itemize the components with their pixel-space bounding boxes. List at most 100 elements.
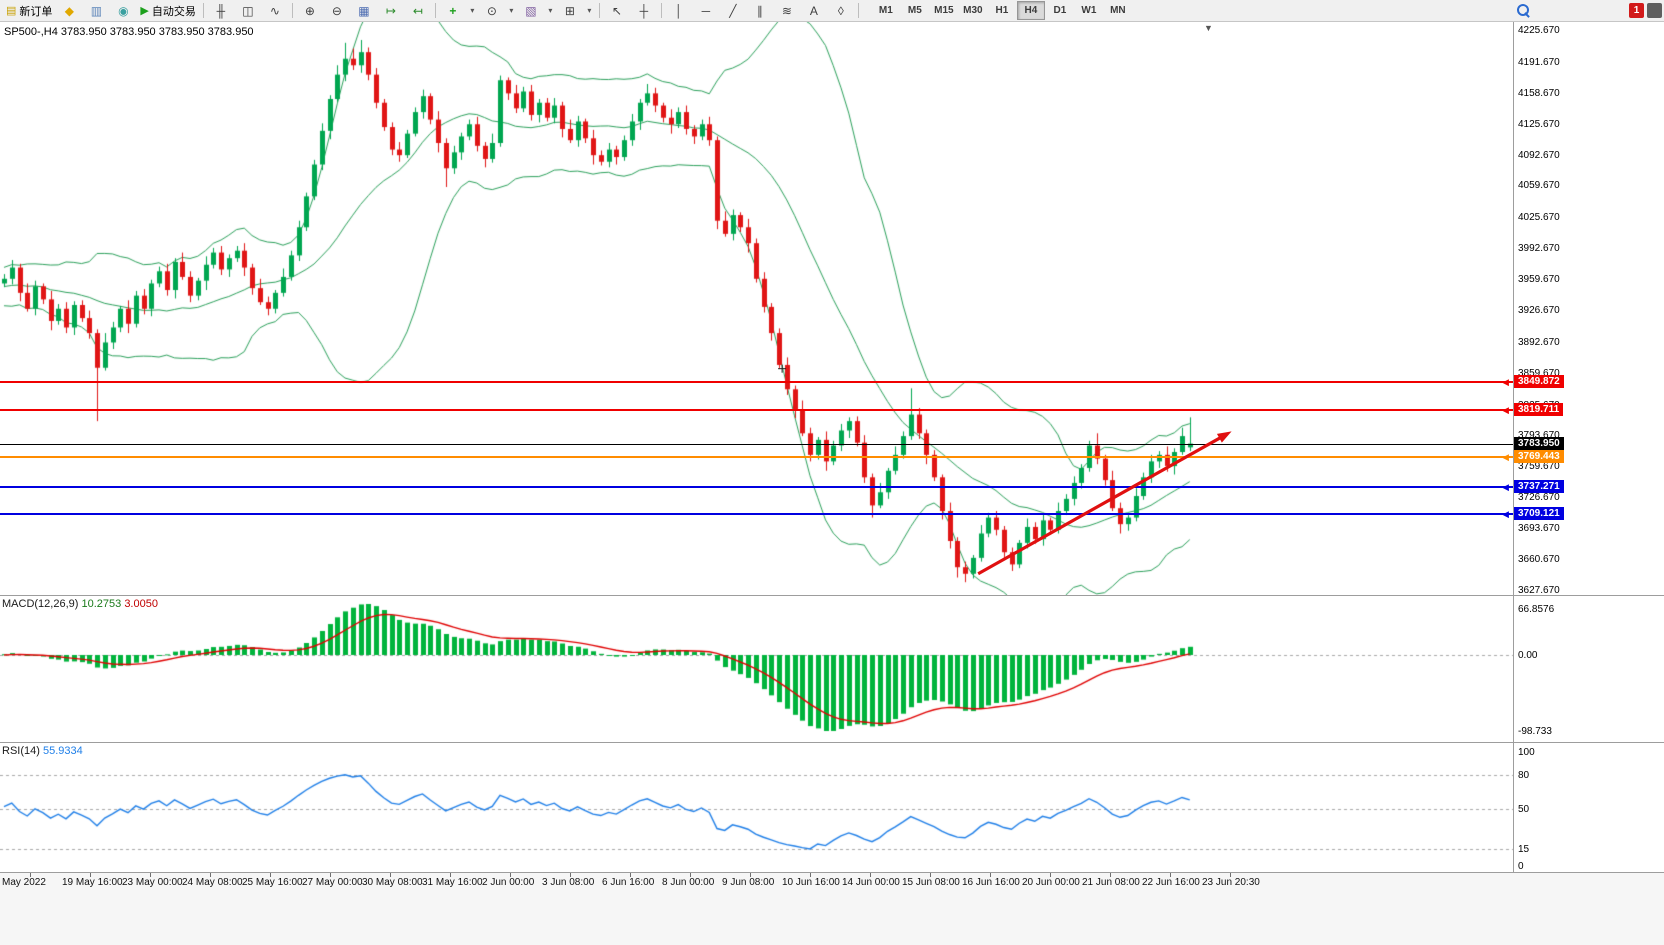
notification-badge[interactable]: 1 xyxy=(1629,3,1644,18)
pane-separator[interactable] xyxy=(0,595,1664,596)
time-axis-label: 31 May 16:00 xyxy=(422,877,483,888)
price-axis-label: 3726.670 xyxy=(1518,492,1560,504)
time-axis-label: 24 May 08:00 xyxy=(182,877,243,888)
timeframe-button-m5[interactable]: M5 xyxy=(907,5,922,16)
auto-scroll-button[interactable]: ↦ xyxy=(378,1,404,21)
level-line-3737.271[interactable] xyxy=(0,486,1513,489)
price-axis-label: 3693.670 xyxy=(1518,523,1560,535)
zoom-out-button[interactable]: ⊖ xyxy=(324,1,350,21)
time-axis[interactable]: May 2022 19 May 16:00 23 May 00:00 24 May 0… xyxy=(0,873,1664,945)
text-button-glyph: A xyxy=(809,3,818,18)
time-axis-tick xyxy=(450,873,451,877)
search-handle xyxy=(1524,12,1530,18)
macd-value: 10.2753 xyxy=(81,598,122,610)
timeframe-button-m1[interactable]: M1 xyxy=(878,5,893,16)
time-axis-tick xyxy=(330,873,331,877)
trendline-button[interactable]: ╱ xyxy=(720,1,746,21)
time-axis-label: 15 Jun 08:00 xyxy=(902,877,960,888)
price-axis-label: 3660.670 xyxy=(1518,554,1560,566)
metaeditor-icon-button[interactable]: ◆ xyxy=(56,1,82,21)
market-watch-icon-button[interactable]: ▥ xyxy=(83,1,109,21)
level-arrow-3769.443: ◀ xyxy=(1502,452,1509,463)
chart-shift-button-glyph: ↤ xyxy=(412,3,423,18)
timeframe-button-w1[interactable]: W1 xyxy=(1081,5,1097,16)
zoom-in-button[interactable]: ⊕ xyxy=(297,1,323,21)
app-corner-icon[interactable] xyxy=(1647,3,1662,18)
new-order-button[interactable]: ▤ 新订单 xyxy=(3,1,55,21)
time-axis-tick xyxy=(150,873,151,877)
channel-button[interactable]: ∥ xyxy=(747,1,773,21)
crosshair-button-glyph: ┼ xyxy=(639,3,649,18)
trend-arrow[interactable] xyxy=(977,431,1232,576)
label-button[interactable]: ◊ xyxy=(828,1,854,21)
market-watch-icon-button-glyph: ▥ xyxy=(90,3,103,18)
time-axis-tick xyxy=(1110,873,1111,877)
channel-button-glyph: ∥ xyxy=(756,3,763,18)
templates-button[interactable]: ▧ xyxy=(518,1,544,21)
text-button[interactable]: A xyxy=(801,1,827,21)
candlestick-chart-button[interactable]: ◫ xyxy=(235,1,261,21)
plus-marker[interactable] xyxy=(778,364,787,373)
tile-windows-button[interactable]: ▦ xyxy=(351,1,377,21)
templates-dropdown[interactable]: ▾ xyxy=(545,1,556,21)
horizontal-line-button[interactable]: ─ xyxy=(693,1,719,21)
time-axis-tick xyxy=(570,873,571,877)
rsi-label: RSI(14) 55.9334 xyxy=(2,745,83,757)
timeframe-button-d1[interactable]: D1 xyxy=(1053,5,1067,16)
level-arrow-3709.121: ◀ xyxy=(1502,508,1509,519)
mql5-community-icon-button[interactable]: ◉ xyxy=(110,1,136,21)
rsi-pane-canvas[interactable] xyxy=(0,743,1513,872)
pane-separator[interactable] xyxy=(0,742,1664,743)
time-axis-label: 22 Jun 16:00 xyxy=(1142,877,1200,888)
price-axis-separator xyxy=(1513,22,1514,873)
time-axis-label: 2 Jun 00:00 xyxy=(482,877,535,888)
toolbar-separator xyxy=(598,3,600,18)
new-chart-button[interactable]: ⊞ xyxy=(557,1,583,21)
cursor-button-glyph: ↖ xyxy=(611,3,622,18)
indicators-button[interactable]: + xyxy=(440,1,466,21)
price-axis-label: 3926.670 xyxy=(1518,305,1560,316)
rsi-axis-label: 50 xyxy=(1518,804,1530,815)
auto-trading-button-glyph: ▶ xyxy=(140,5,149,17)
auto-trading-button-label: 自动交易 xyxy=(151,5,196,18)
search-icon[interactable] xyxy=(1516,3,1532,19)
main-toolbar: ▤ 新订单 ◆ ▥ ◉ ▶ 自动交易 ╫ ◫ ∿ ⊕ ⊖ ▦ ↦ ↤ + ▾ ⊙ ▾ ▧ ▾ ⊞ ▾ ↖ ┼ │ ─ ╱ ∥ ≋ A ◊ M1… xyxy=(0,0,1664,22)
timeframe-button-m30[interactable]: M30 xyxy=(963,5,983,16)
chart-shift-button[interactable]: ↤ xyxy=(405,1,431,21)
level-line-3849.872[interactable] xyxy=(0,380,1513,383)
price-badge-3769.443: 3769.443 xyxy=(1514,450,1564,464)
fibonacci-button[interactable]: ≋ xyxy=(774,1,800,21)
timeframe-button-h4[interactable]: H4 xyxy=(1016,1,1045,20)
auto-trading-button[interactable]: ▶ 自动交易 xyxy=(137,1,198,21)
line-chart-button[interactable]: ∿ xyxy=(262,1,288,21)
macd-signal-value: 3.0050 xyxy=(124,598,158,610)
price-pane-canvas[interactable] xyxy=(0,22,1513,595)
timeframe-button-m15[interactable]: M15 xyxy=(934,5,954,16)
time-axis-label: 30 May 08:00 xyxy=(362,877,423,888)
new-chart-dropdown[interactable]: ▾ xyxy=(584,1,595,21)
time-axis-label: 27 May 00:00 xyxy=(302,877,363,888)
bar-chart-button[interactable]: ╫ xyxy=(208,1,234,21)
price-badge-3849.872: 3849.872 xyxy=(1514,374,1564,388)
vertical-line-button[interactable]: │ xyxy=(666,1,692,21)
cursor-button[interactable]: ↖ xyxy=(604,1,630,21)
level-line-3709.121[interactable] xyxy=(0,512,1513,515)
periods-button[interactable]: ⊙ xyxy=(479,1,505,21)
level-arrow-3737.271: ◀ xyxy=(1502,482,1509,493)
time-axis-label: 20 Jun 00:00 xyxy=(1022,877,1080,888)
level-line-3819.711[interactable] xyxy=(0,409,1513,412)
indicators-dropdown[interactable]: ▾ xyxy=(467,1,478,21)
time-axis-tick xyxy=(990,873,991,877)
timeframe-button-h1[interactable]: H1 xyxy=(995,5,1009,16)
level-line-3783.950[interactable] xyxy=(0,443,1513,445)
chart-shift-marker[interactable]: ▼ xyxy=(1204,23,1213,33)
timeframe-button-mn[interactable]: MN xyxy=(1110,5,1126,16)
crosshair-button[interactable]: ┼ xyxy=(631,1,657,21)
time-axis-tick xyxy=(930,873,931,877)
periods-dropdown[interactable]: ▾ xyxy=(506,1,517,21)
macd-pane-canvas[interactable] xyxy=(0,596,1513,742)
new-order-button-glyph: ▤ xyxy=(6,5,17,17)
trendline-button-glyph: ╱ xyxy=(729,3,737,18)
level-line-3769.443[interactable] xyxy=(0,456,1513,459)
time-axis-tick xyxy=(210,873,211,877)
